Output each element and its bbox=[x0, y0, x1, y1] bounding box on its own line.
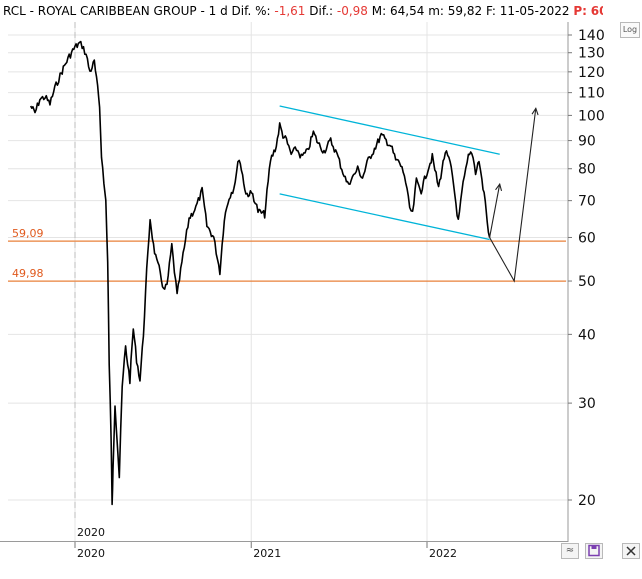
dif-pct-label: Dif. %: bbox=[231, 4, 271, 18]
price-value: 60 bbox=[590, 4, 603, 18]
symbol: RCL bbox=[3, 4, 26, 18]
date-value: 11-05-2022 bbox=[499, 4, 570, 18]
projection-a-line bbox=[489, 183, 501, 238]
max-value: 64,54 bbox=[390, 4, 425, 18]
timeframe: 1 d bbox=[208, 4, 228, 18]
y-tick-label: 30 bbox=[578, 396, 596, 412]
x-axis: 2020 2021 2022 bbox=[0, 541, 568, 560]
y-tick-label: 130 bbox=[578, 46, 605, 62]
max-label: M: bbox=[371, 4, 387, 18]
date-label: F: bbox=[485, 4, 496, 18]
year-marker-label: 2020 bbox=[77, 526, 105, 539]
y-tick-label: 20 bbox=[578, 493, 596, 509]
y-tick-label: 80 bbox=[578, 162, 596, 178]
company-name: ROYAL CARIBBEAN GROUP bbox=[37, 4, 197, 18]
projection-b-line bbox=[489, 108, 537, 283]
y-tick-label: 60 bbox=[578, 230, 596, 246]
dif-label: Dif.: bbox=[309, 4, 334, 18]
projection-a-arrowhead bbox=[495, 182, 503, 192]
y-tick-label: 50 bbox=[578, 274, 596, 290]
projection-b-arrowhead bbox=[531, 107, 539, 116]
year-marker: 2020 bbox=[74, 22, 105, 539]
wave-icon[interactable]: ≈ bbox=[561, 543, 579, 559]
x-tick-label: 2021 bbox=[253, 547, 281, 560]
y-tick-label: 40 bbox=[578, 327, 596, 343]
y-tick-label: 90 bbox=[578, 134, 596, 150]
log-scale-button[interactable]: Log bbox=[620, 22, 640, 38]
y-tick-label: 110 bbox=[578, 86, 605, 102]
price-label: P: bbox=[573, 4, 587, 18]
y-tick-label: 100 bbox=[578, 108, 605, 124]
channel-lower-line bbox=[279, 193, 490, 241]
channel-upper-line bbox=[279, 105, 500, 155]
x-tick-label: 2022 bbox=[429, 547, 457, 560]
y-axis: 140 130 120 110 100 90 80 70 60 50 40 30 20 bbox=[567, 22, 605, 542]
support-label: 49,98 bbox=[12, 267, 44, 280]
dif-pct-value: -1,61 bbox=[274, 4, 306, 18]
x-tick-label: 2020 bbox=[77, 547, 105, 560]
min-value: 59,82 bbox=[447, 4, 483, 18]
y-tick-label: 70 bbox=[578, 194, 596, 210]
crosshair-icon[interactable] bbox=[622, 543, 640, 559]
save-icon[interactable] bbox=[585, 543, 603, 559]
series-layer bbox=[29, 40, 539, 506]
price-line bbox=[29, 40, 491, 506]
dif-value: -0,98 bbox=[336, 4, 368, 18]
y-tick-label: 140 bbox=[578, 28, 605, 44]
support-lines: 59,09 49,98 bbox=[8, 227, 566, 282]
y-tick-label: 120 bbox=[578, 65, 605, 81]
min-label: m: bbox=[428, 4, 444, 18]
chart-header: RCL - ROYAL CARIBBEAN GROUP - 1 d Dif. %… bbox=[0, 0, 603, 22]
support-label: 59,09 bbox=[12, 227, 44, 240]
